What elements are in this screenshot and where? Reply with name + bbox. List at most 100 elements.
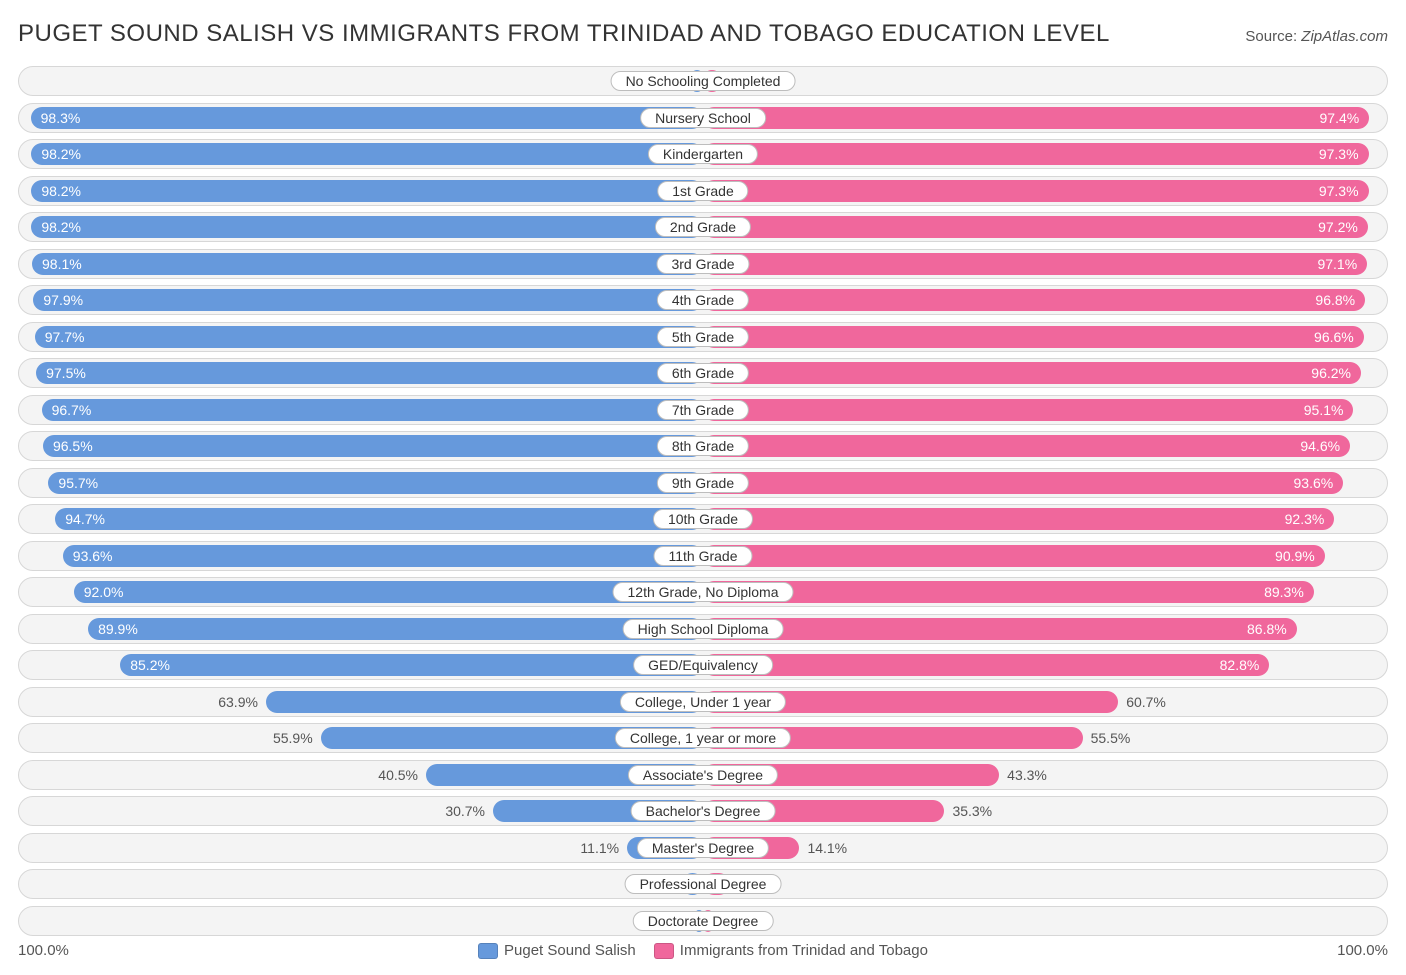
bar-right: 96.2% bbox=[703, 362, 1361, 384]
bar-right-value: 82.8% bbox=[1210, 657, 1270, 673]
bar-left: 98.2% bbox=[31, 216, 703, 238]
bar-right-value: 97.3% bbox=[1309, 146, 1369, 162]
chart-row: 98.3% 97.4% Nursery School bbox=[18, 103, 1388, 133]
chart-row: 3.1%3.9%Professional Degree bbox=[18, 869, 1388, 899]
bar-right: 92.3% bbox=[703, 508, 1334, 530]
chart-row: 30.7% 35.3% Bachelor's Degree bbox=[18, 796, 1388, 826]
bar-right-value: 86.8% bbox=[1237, 621, 1297, 637]
bar-left: 89.9% bbox=[88, 618, 703, 640]
category-label: Associate's Degree bbox=[628, 765, 778, 785]
bar-right: 97.3% bbox=[703, 143, 1369, 165]
bar-left-value: 97.5% bbox=[36, 365, 96, 381]
chart-row: 1.8%2.6%No Schooling Completed bbox=[18, 66, 1388, 96]
bar-left-value: 85.2% bbox=[120, 657, 180, 673]
bar-right-value: 96.8% bbox=[1305, 292, 1365, 308]
category-label: 4th Grade bbox=[657, 290, 749, 310]
bar-right: 82.8% bbox=[703, 654, 1269, 676]
chart-title: PUGET SOUND SALISH VS IMMIGRANTS FROM TR… bbox=[18, 20, 1110, 48]
bar-right: 94.6% bbox=[703, 435, 1350, 457]
chart-row: 63.9%60.7%College, Under 1 year bbox=[18, 687, 1388, 717]
bar-right-value: 43.3% bbox=[1007, 767, 1047, 783]
chart-row: 93.6% 90.9% 11th Grade bbox=[18, 541, 1388, 571]
bar-right-value: 14.1% bbox=[807, 840, 847, 856]
category-label: Doctorate Degree bbox=[633, 911, 774, 931]
bar-right: 96.8% bbox=[703, 289, 1365, 311]
chart-row: 96.5%94.6%8th Grade bbox=[18, 431, 1388, 461]
category-label: 10th Grade bbox=[653, 509, 753, 529]
bar-left-value: 40.5% bbox=[378, 767, 418, 783]
bar-left-value: 11.1% bbox=[580, 840, 619, 856]
legend-swatch-right bbox=[654, 943, 674, 959]
bar-left-value: 55.9% bbox=[273, 730, 313, 746]
legend: Puget Sound Salish Immigrants from Trini… bbox=[478, 942, 928, 959]
category-label: 12th Grade, No Diploma bbox=[613, 582, 794, 602]
category-label: 3rd Grade bbox=[656, 254, 749, 274]
legend-label-right: Immigrants from Trinidad and Tobago bbox=[680, 942, 928, 959]
chart-row: 98.2%97.3%Kindergarten bbox=[18, 139, 1388, 169]
bar-left: 94.7% bbox=[55, 508, 703, 530]
chart-row: 11.1% 14.1% Master's Degree bbox=[18, 833, 1388, 863]
legend-swatch-left bbox=[478, 943, 498, 959]
bar-right-value: 96.6% bbox=[1304, 329, 1364, 345]
bar-left-value: 89.9% bbox=[88, 621, 148, 637]
source-value: ZipAtlas.com bbox=[1301, 28, 1388, 45]
legend-item-right: Immigrants from Trinidad and Tobago bbox=[654, 942, 928, 959]
bar-right: 96.6% bbox=[703, 326, 1364, 348]
bar-right-value: 92.3% bbox=[1275, 511, 1335, 527]
bar-left: 93.6% bbox=[63, 545, 703, 567]
bar-left-value: 30.7% bbox=[445, 803, 485, 819]
bar-right-value: 97.1% bbox=[1307, 256, 1367, 272]
bar-right-value: 97.3% bbox=[1309, 183, 1369, 199]
bar-left: 97.7% bbox=[35, 326, 703, 348]
category-label: 6th Grade bbox=[657, 363, 749, 383]
bar-left-value: 93.6% bbox=[63, 548, 123, 564]
bar-left: 97.5% bbox=[36, 362, 703, 384]
bar-left: 96.7% bbox=[42, 399, 703, 421]
category-label: 8th Grade bbox=[657, 436, 749, 456]
category-label: 5th Grade bbox=[657, 327, 749, 347]
bar-left: 85.2% bbox=[120, 654, 703, 676]
category-label: Bachelor's Degree bbox=[631, 801, 776, 821]
bar-left-value: 95.7% bbox=[48, 475, 108, 491]
category-label: Master's Degree bbox=[637, 838, 769, 858]
bar-left-value: 98.3% bbox=[31, 110, 91, 126]
chart-header: PUGET SOUND SALISH VS IMMIGRANTS FROM TR… bbox=[18, 20, 1388, 48]
bar-right-value: 96.2% bbox=[1301, 365, 1361, 381]
bar-left-value: 63.9% bbox=[218, 694, 258, 710]
category-label: Professional Degree bbox=[625, 874, 782, 894]
chart-row: 92.0% 89.3% 12th Grade, No Diploma bbox=[18, 577, 1388, 607]
bar-right: 97.1% bbox=[703, 253, 1367, 275]
chart-row: 96.7%95.1%7th Grade bbox=[18, 395, 1388, 425]
bar-right-value: 97.4% bbox=[1310, 110, 1370, 126]
chart-row: 98.2%97.3%1st Grade bbox=[18, 176, 1388, 206]
chart-row: 98.2%97.2%2nd Grade bbox=[18, 212, 1388, 242]
bar-right: 93.6% bbox=[703, 472, 1343, 494]
chart-source: Source: ZipAtlas.com bbox=[1245, 28, 1388, 45]
chart-area: 1.8%2.6%No Schooling Completed 98.3% 97.4%… bbox=[18, 66, 1388, 936]
bar-right-value: 93.6% bbox=[1284, 475, 1344, 491]
category-label: College, Under 1 year bbox=[620, 692, 786, 712]
bar-left: 97.9% bbox=[33, 289, 703, 311]
bar-left-value: 98.2% bbox=[31, 146, 91, 162]
chart-row: 95.7% 93.6% 9th Grade bbox=[18, 468, 1388, 498]
bar-left: 98.2% bbox=[31, 180, 703, 202]
bar-left: 96.5% bbox=[43, 435, 703, 457]
bar-left-value: 98.2% bbox=[31, 219, 91, 235]
bar-right: 86.8% bbox=[703, 618, 1297, 640]
chart-row: 98.1%97.1%3rd Grade bbox=[18, 249, 1388, 279]
bar-right: 97.3% bbox=[703, 180, 1369, 202]
category-label: Nursery School bbox=[640, 108, 766, 128]
bar-right-value: 35.3% bbox=[952, 803, 992, 819]
chart-row: 1.2%1.5%Doctorate Degree bbox=[18, 906, 1388, 936]
category-label: 9th Grade bbox=[657, 473, 749, 493]
chart-row: 85.2%82.8%GED/Equivalency bbox=[18, 650, 1388, 680]
bar-left-value: 92.0% bbox=[74, 584, 134, 600]
axis-right-max: 100.0% bbox=[1337, 942, 1388, 959]
bar-right-value: 89.3% bbox=[1254, 584, 1314, 600]
category-label: 11th Grade bbox=[653, 546, 752, 566]
chart-row: 97.9% 96.8% 4th Grade bbox=[18, 285, 1388, 315]
bar-left-value: 97.7% bbox=[35, 329, 95, 345]
category-label: 7th Grade bbox=[657, 400, 749, 420]
bar-right: 95.1% bbox=[703, 399, 1353, 421]
bar-right-value: 90.9% bbox=[1265, 548, 1325, 564]
